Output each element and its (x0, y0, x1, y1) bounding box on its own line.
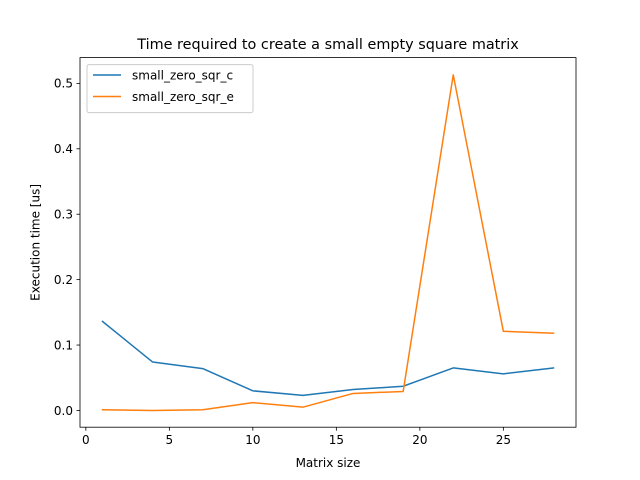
y-tick-label: 0.2 (54, 273, 73, 287)
legend-label-small-zero-sqr-e: small_zero_sqr_e (132, 90, 234, 104)
axes-frame (79, 57, 577, 428)
x-tick-label: 5 (166, 433, 174, 447)
y-tick-label: 0.0 (54, 404, 73, 418)
legend: small_zero_sqr_c small_zero_sqr_e (86, 64, 254, 114)
legend-box (86, 64, 254, 114)
y-tick-label: 0.4 (54, 142, 73, 156)
y-axis-ticks: 0.0 0.1 0.2 0.3 0.4 0.5 (54, 77, 80, 418)
x-axis-label: Matrix size (296, 456, 361, 470)
y-tick-label: 0.1 (54, 338, 73, 352)
y-tick-label: 0.3 (54, 208, 73, 222)
series-line-small-zero-sqr-e (101, 74, 555, 412)
x-tick-label: 25 (496, 433, 511, 447)
series-line-small-zero-sqr-c (101, 320, 555, 397)
x-tick-label: 15 (329, 433, 344, 447)
y-tick-label: 0.5 (54, 77, 73, 91)
x-tick-label: 0 (82, 433, 90, 447)
x-tick-label: 10 (245, 433, 260, 447)
legend-label-small-zero-sqr-c: small_zero_sqr_c (132, 68, 233, 82)
x-axis-ticks: 0 5 10 15 20 25 (82, 427, 511, 447)
x-tick-label: 20 (412, 433, 427, 447)
plot-area (101, 74, 555, 412)
y-axis-label: Execution time [us] (29, 184, 43, 301)
chart-title: Time required to create a small empty sq… (136, 37, 519, 53)
